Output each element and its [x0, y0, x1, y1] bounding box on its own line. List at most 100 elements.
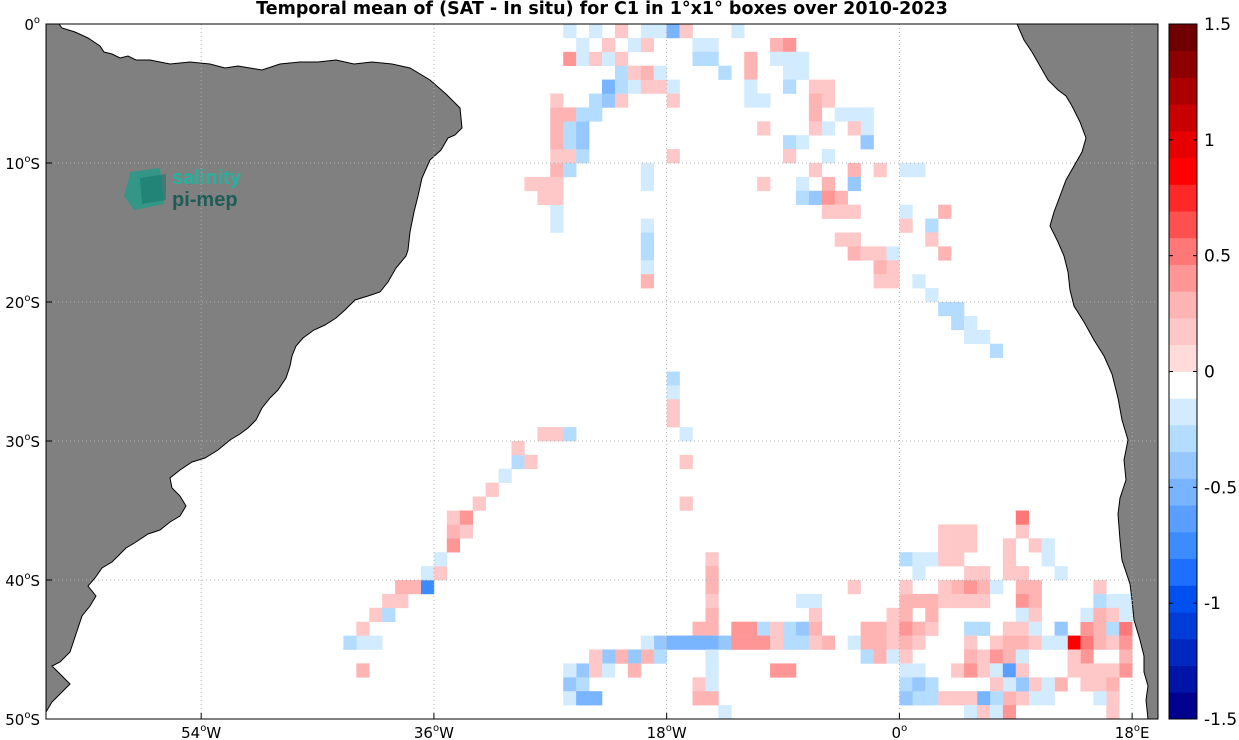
data-cell — [602, 37, 616, 53]
data-cell — [964, 691, 978, 706]
data-cell — [925, 621, 939, 636]
data-cell — [692, 635, 706, 650]
data-cell — [576, 51, 590, 66]
data-cell — [847, 246, 861, 261]
data-cell — [1054, 677, 1068, 692]
data-cell — [886, 635, 900, 650]
data-cell — [369, 635, 383, 650]
data-cell — [666, 635, 680, 650]
colorbar-segment — [1169, 264, 1197, 292]
data-cell — [951, 593, 965, 609]
data-cell — [976, 649, 991, 664]
data-cell — [511, 441, 525, 456]
y-tick-label: 40oS — [5, 571, 40, 590]
data-cell — [847, 232, 861, 247]
data-cell — [873, 649, 887, 664]
data-cell — [976, 705, 991, 720]
data-cell — [912, 621, 926, 636]
data-cell — [563, 24, 577, 39]
data-cell — [446, 510, 461, 525]
data-cell — [614, 79, 629, 94]
data-cell — [420, 566, 435, 581]
data-cell — [783, 51, 797, 66]
data-cell — [1015, 649, 1029, 664]
data-cell — [860, 246, 874, 261]
data-cell — [899, 621, 913, 636]
data-cell — [1002, 566, 1017, 581]
data-cell — [550, 176, 564, 192]
colorbar-tick-label: 0.5 — [1204, 247, 1231, 267]
data-cell — [899, 607, 913, 622]
data-cell — [1041, 552, 1055, 567]
data-cell — [1002, 677, 1017, 692]
data-cell — [472, 496, 486, 511]
data-cell — [640, 635, 655, 650]
data-cell — [938, 204, 952, 219]
data-cell — [705, 691, 719, 706]
data-cell — [847, 107, 861, 122]
data-cell — [938, 552, 952, 567]
colorbar-segment — [1169, 77, 1197, 105]
data-cell — [989, 677, 1004, 692]
data-cell — [653, 65, 667, 80]
data-cell — [912, 635, 926, 650]
data-cell — [446, 524, 461, 539]
data-cell — [808, 121, 823, 136]
data-cell — [589, 24, 603, 39]
data-cell — [1028, 607, 1042, 622]
data-cell — [1015, 580, 1029, 595]
data-cell — [627, 649, 642, 664]
data-cell — [808, 107, 823, 122]
data-cell — [925, 232, 939, 247]
data-cell — [951, 552, 965, 567]
data-cell — [498, 468, 512, 483]
data-cell — [873, 246, 887, 261]
data-cell — [1002, 691, 1017, 706]
data-cell — [912, 552, 926, 567]
data-cell — [1093, 593, 1107, 609]
data-cell — [653, 24, 667, 39]
data-cell — [614, 51, 629, 66]
data-cell — [821, 204, 836, 219]
data-cell — [576, 37, 590, 53]
data-cell — [964, 663, 978, 678]
data-cell — [989, 691, 1004, 706]
data-cell — [938, 246, 952, 261]
data-cell — [976, 593, 991, 609]
data-cell — [653, 649, 667, 664]
data-cell — [886, 607, 900, 622]
data-cell — [550, 190, 564, 205]
data-cell — [589, 93, 603, 108]
data-cell — [679, 427, 693, 442]
data-cell — [1028, 677, 1042, 692]
data-cell — [356, 635, 370, 650]
data-cell — [692, 37, 706, 53]
data-cell — [925, 691, 939, 706]
data-cell — [951, 524, 965, 539]
data-cell — [395, 593, 409, 609]
data-cell — [1106, 663, 1120, 678]
data-cell — [834, 107, 848, 122]
data-cell — [847, 635, 861, 650]
colorbar-segment — [1169, 24, 1197, 52]
data-cell — [602, 649, 616, 664]
y-tick-label: 30oS — [5, 432, 40, 451]
data-cell — [860, 107, 874, 122]
data-cell — [356, 621, 370, 636]
data-cell — [757, 635, 771, 650]
data-cell — [1093, 621, 1107, 636]
data-cell — [679, 496, 693, 511]
data-cell — [821, 79, 836, 94]
data-cell — [899, 649, 913, 664]
data-cell — [589, 51, 603, 66]
data-cell — [679, 24, 693, 39]
colorbar-segment — [1169, 585, 1197, 613]
data-cell — [873, 163, 887, 178]
data-cell — [1093, 691, 1107, 706]
colorbar-segment — [1169, 612, 1197, 640]
data-cell — [563, 107, 577, 122]
colorbar-segment — [1169, 130, 1197, 159]
data-cell — [1015, 691, 1029, 706]
data-cell — [860, 635, 874, 650]
x-tick-label: 0o — [892, 723, 908, 740]
